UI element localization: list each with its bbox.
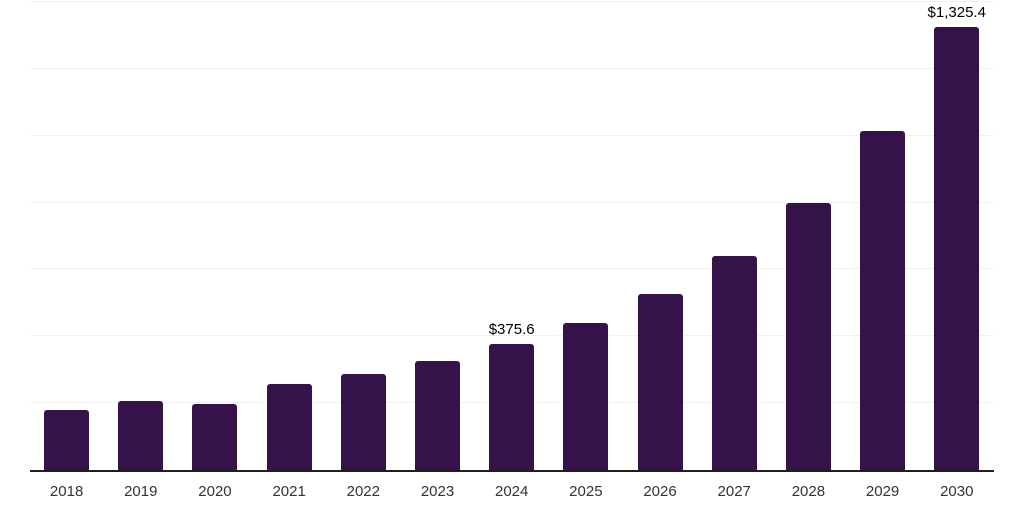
x-tick-2019: 2019 [124,483,158,500]
bar-2018 [44,409,90,470]
x-tick-2024: 2024 [494,483,529,500]
x-tick-2018: 2018 [49,483,84,500]
data-label-2024: $375.6 [488,321,535,339]
bar-2024 [489,344,535,470]
gridline-1000 [30,134,994,136]
bar-2026 [637,293,683,470]
bar-2020 [192,404,238,470]
bar-2023 [415,360,460,470]
x-tick-2026: 2026 [643,483,677,500]
x-tick-2030: 2030 [940,483,974,500]
gridline-600 [30,268,994,270]
gridline-1200 [30,67,994,69]
x-tick-2029: 2029 [865,483,900,500]
x-tick-2023: 2023 [420,483,455,500]
x-tick-2025: 2025 [569,483,603,500]
data-label-2030: $1,325.4 [927,3,986,21]
bar-2027 [711,256,757,470]
x-tick-2027: 2027 [717,483,751,500]
gridline-400 [30,335,994,337]
bar-2022 [340,374,386,470]
bar-2025 [563,323,609,470]
bar-2019 [118,400,164,470]
bar-2021 [266,384,312,470]
bar-2030 [934,26,980,470]
x-tick-2021: 2021 [272,483,306,500]
bar-2028 [785,203,831,470]
x-axis: 2018 2019 2020 2021 2022 2023 2024 2025 2026 2027… [30,472,994,502]
x-tick-2020: 2020 [198,483,232,500]
x-tick-2022: 2022 [346,483,380,500]
bar-2029 [860,131,906,470]
x-tick-2028: 2028 [791,483,826,500]
plot-area: $375.6 $1,325.4 [30,1,994,472]
gridline-1400 [30,1,994,2]
gridline-800 [30,201,994,203]
